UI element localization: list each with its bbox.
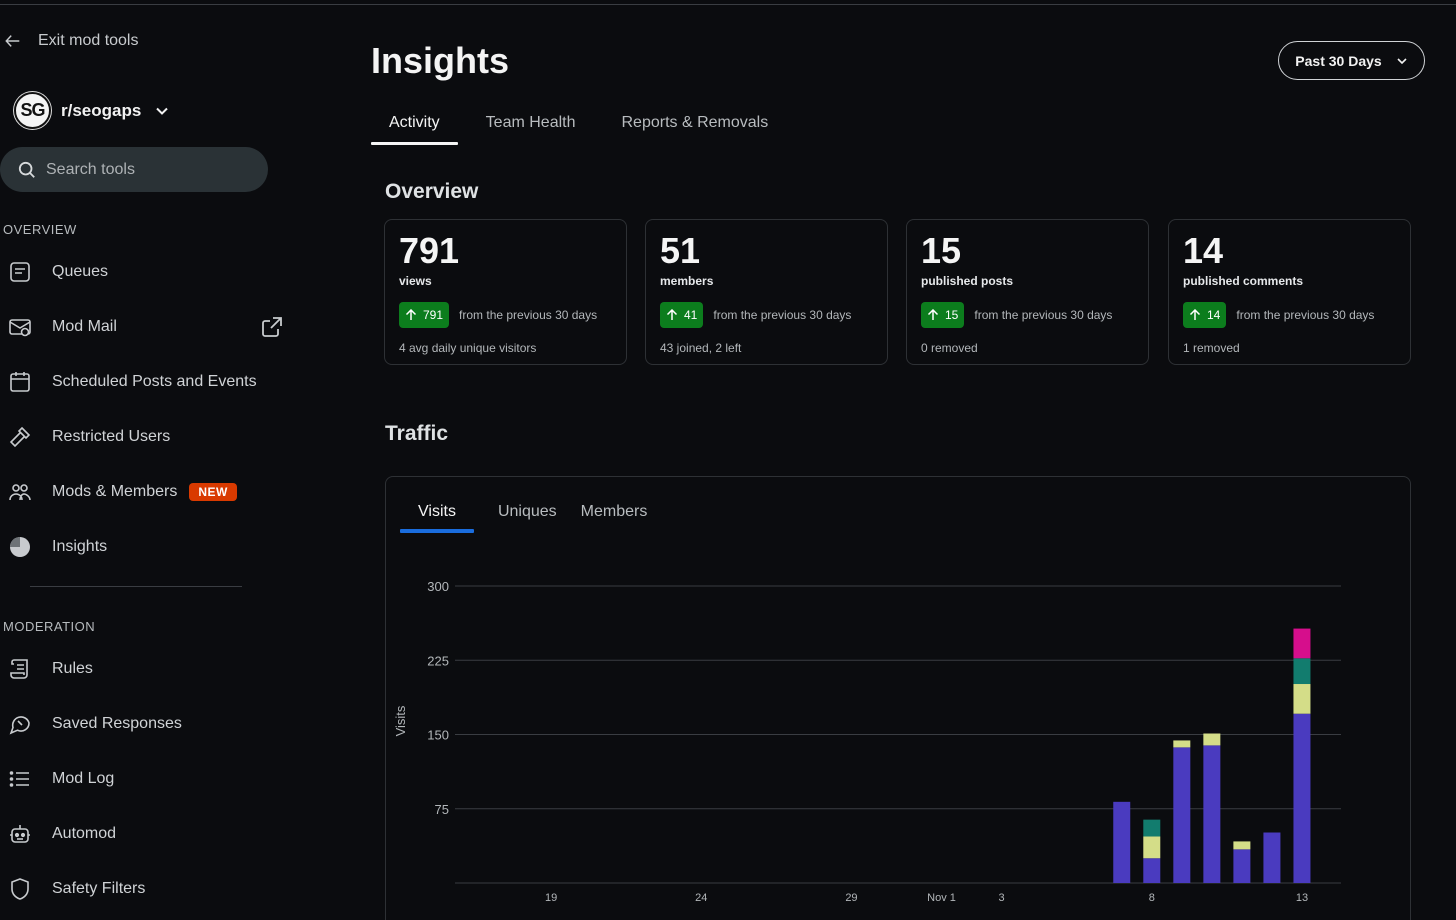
sidebar: Exit mod tools SG r/seogaps OVERVIEW Que… xyxy=(0,0,300,920)
tab-reports-removals[interactable]: Reports & Removals xyxy=(621,113,769,131)
arrow-left-icon xyxy=(5,35,20,47)
sidebar-item-label: Scheduled Posts and Events xyxy=(52,373,257,390)
stat-value: 791 xyxy=(399,230,460,271)
stat-footnote: 4 avg daily unique visitors xyxy=(399,341,537,355)
sidebar-item-label: Queues xyxy=(52,263,109,280)
sidebar-item-insights[interactable]: Insights xyxy=(8,527,298,567)
exit-mod-tools-link[interactable]: Exit mod tools xyxy=(4,32,138,50)
stat-value: 14 xyxy=(1183,230,1224,271)
search-icon xyxy=(18,161,35,178)
delta-caption: from the previous 30 days xyxy=(459,308,598,322)
community-name: r/seogaps xyxy=(61,100,142,120)
avatar: SG xyxy=(14,92,51,129)
delta-badge: 14 xyxy=(1183,302,1227,328)
chevron-down-icon xyxy=(156,107,169,115)
overview-section-label: OVERVIEW xyxy=(3,222,77,237)
insights-tabs: Activity Team Health Reports & Removals xyxy=(371,100,796,146)
sidebar-item-scheduled-posts[interactable]: Scheduled Posts and Events xyxy=(8,362,298,402)
sidebar-item-rules[interactable]: Rules xyxy=(8,649,298,689)
sidebar-item-label: Mod Log xyxy=(52,770,115,787)
stat-value: 15 xyxy=(921,230,962,271)
stat-label: published comments xyxy=(1183,274,1304,288)
list-icon xyxy=(9,771,29,787)
stat-footnote: 43 joined, 2 left xyxy=(660,341,742,355)
delta-caption: from the previous 30 days xyxy=(974,308,1113,322)
arrow-up-icon xyxy=(405,309,417,320)
moderation-section-label: MODERATION xyxy=(3,619,96,634)
sidebar-item-label: Safety Filters xyxy=(52,880,146,897)
delta-badge: 15 xyxy=(921,302,965,328)
stat-label: published posts xyxy=(921,274,1014,288)
sidebar-item-mods-members[interactable]: Mods & Members NEW xyxy=(8,472,298,512)
sidebar-item-label: Restricted Users xyxy=(52,428,171,445)
stat-label: members xyxy=(660,274,714,288)
overview-heading: Overview xyxy=(385,180,479,203)
delta-badge: 41 xyxy=(660,302,704,328)
sidebar-divider xyxy=(30,586,242,587)
sidebar-item-label: Mod Mail xyxy=(52,318,117,335)
sidebar-item-mod-mail[interactable]: Mod Mail xyxy=(8,307,298,347)
delta-caption: from the previous 30 days xyxy=(713,308,852,322)
robot-icon xyxy=(10,825,30,843)
delta-value: 41 xyxy=(684,308,698,322)
traffic-card: Visits Uniques Members xyxy=(385,476,1411,920)
hammer-icon xyxy=(9,426,31,448)
delta-value: 14 xyxy=(1207,308,1221,322)
scroll-icon xyxy=(10,659,28,679)
exit-label: Exit mod tools xyxy=(38,32,139,49)
tab-uniques[interactable]: Uniques xyxy=(497,503,557,520)
sidebar-item-saved-responses[interactable]: Saved Responses xyxy=(8,704,298,744)
external-link-icon[interactable] xyxy=(260,315,284,339)
tab-visits[interactable]: Visits xyxy=(400,493,474,533)
stat-footnote: 0 removed xyxy=(921,341,978,355)
delta-value: 15 xyxy=(945,308,959,322)
stat-card-views: 791 views 791 from the previous 30 days … xyxy=(384,219,627,365)
sidebar-item-label: Insights xyxy=(52,538,108,555)
page-title: Insights xyxy=(371,40,510,81)
sidebar-item-mod-log[interactable]: Mod Log xyxy=(8,759,298,799)
traffic-heading: Traffic xyxy=(385,422,449,445)
sidebar-item-label: Rules xyxy=(52,660,93,677)
shield-icon xyxy=(11,878,29,900)
delta-caption: from the previous 30 days xyxy=(1236,308,1375,322)
people-icon xyxy=(9,484,31,501)
stat-value: 51 xyxy=(660,230,701,271)
chevron-down-icon xyxy=(1397,57,1407,64)
sidebar-item-restricted-users[interactable]: Restricted Users xyxy=(8,417,298,457)
top-border xyxy=(0,4,1456,5)
pie-icon xyxy=(10,537,30,557)
delta-value: 791 xyxy=(423,308,444,322)
search-input[interactable] xyxy=(46,160,246,179)
sidebar-item-label: Saved Responses xyxy=(52,715,182,732)
tab-team-health[interactable]: Team Health xyxy=(485,113,576,131)
queue-icon xyxy=(10,262,30,282)
chat-icon xyxy=(9,716,30,735)
stat-card-members: 51 members 41 from the previous 30 days … xyxy=(645,219,888,365)
stat-card-published-posts: 15 published posts 15 from the previous … xyxy=(906,219,1149,365)
sidebar-item-label: Automod xyxy=(52,825,117,842)
calendar-icon xyxy=(10,372,30,392)
delta-badge: 791 xyxy=(399,302,450,328)
arrow-up-icon xyxy=(927,309,939,320)
search-tools[interactable] xyxy=(0,147,268,192)
traffic-tabs: Visits Uniques Members xyxy=(400,493,671,533)
mail-icon xyxy=(9,319,31,337)
date-range-label: Past 30 Days xyxy=(1295,52,1382,69)
sidebar-item-automod[interactable]: Automod xyxy=(8,814,298,854)
stat-footnote: 1 removed xyxy=(1183,341,1240,355)
date-range-dropdown[interactable]: Past 30 Days xyxy=(1278,41,1425,80)
arrow-up-icon xyxy=(666,309,678,320)
sidebar-item-safety-filters[interactable]: Safety Filters xyxy=(8,869,298,909)
stat-card-published-comments: 14 published comments 14 from the previo… xyxy=(1168,219,1411,365)
sidebar-item-queues[interactable]: Queues xyxy=(8,252,298,292)
new-badge: NEW xyxy=(189,483,237,501)
sidebar-item-label: Mods & Members xyxy=(52,483,178,500)
arrow-up-icon xyxy=(1189,309,1201,320)
tab-members[interactable]: Members xyxy=(580,503,648,520)
stat-label: views xyxy=(399,274,432,288)
community-switcher[interactable]: SG r/seogaps xyxy=(14,92,169,129)
tab-activity[interactable]: Activity xyxy=(371,100,458,145)
